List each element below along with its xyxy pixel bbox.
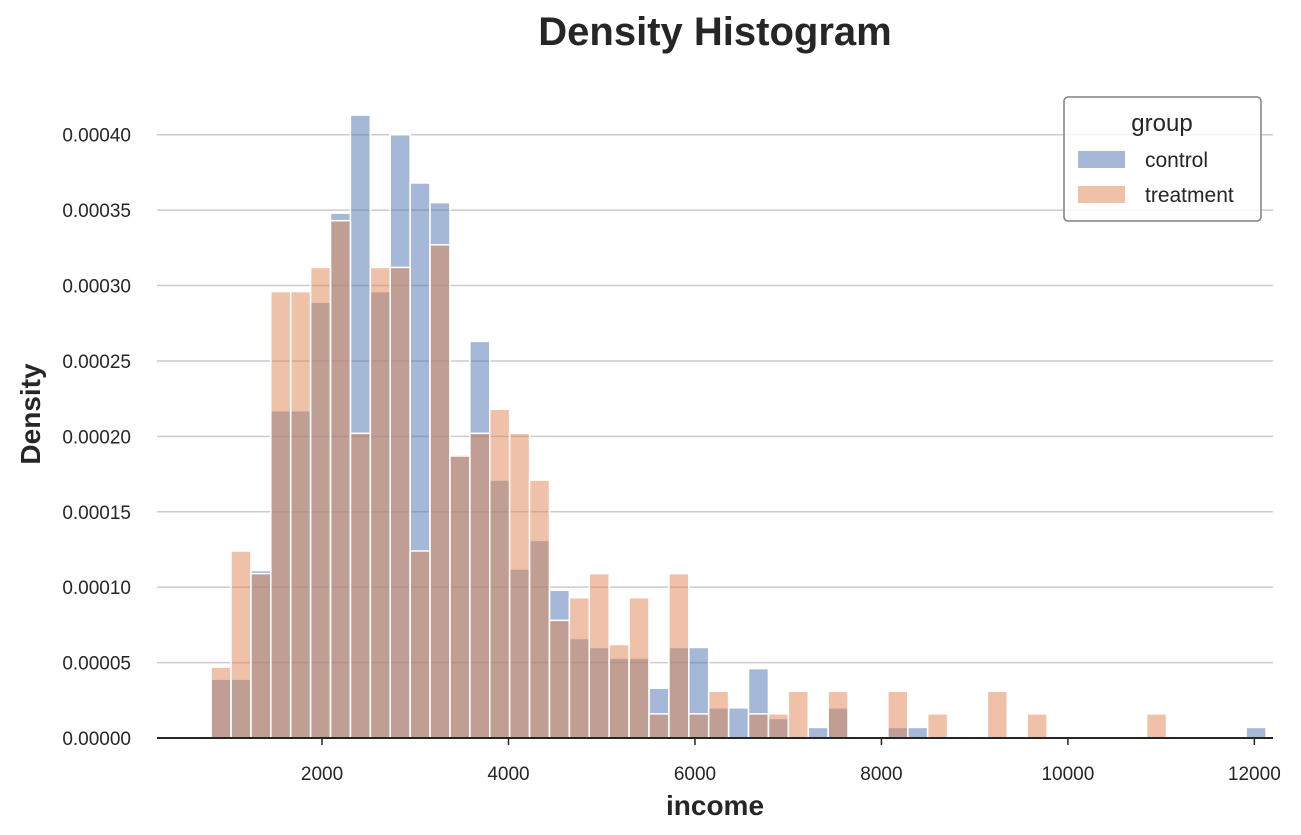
bar-treatment [608,643,630,739]
bar-treatment [270,290,292,739]
bar-treatment [528,479,551,739]
y-tick-label: 0.00040 [62,126,131,147]
bar-treatment [289,290,312,739]
x-tick-label: 8000 [860,764,902,785]
bar-treatment [747,713,770,739]
legend-swatch-treatment [1078,186,1125,203]
y-axis-label: Density [15,363,46,465]
bar-control [727,707,750,739]
bar-treatment [389,266,411,739]
y-tick-label: 0.00000 [62,729,131,750]
bar-control [907,726,929,739]
bar-treatment [548,619,571,739]
bar-treatment [1026,713,1048,739]
bar-treatment [309,266,332,739]
y-tick-label: 0.00030 [62,277,131,298]
bar-treatment [369,266,391,739]
bar-treatment [329,219,352,739]
bar-treatment [568,596,591,739]
bar-treatment [210,666,232,739]
x-tick-label: 4000 [487,764,529,785]
legend-title: group [1131,110,1192,137]
y-tick-label: 0.00005 [62,654,131,675]
x-axis-ticks: 2000 4000 6000 8000 10000 12000 [301,738,1281,785]
bar-treatment [409,550,431,739]
bar-treatment [887,690,909,739]
bar-treatment [588,572,610,739]
bar-treatment [688,713,710,739]
x-axis-label: income [666,790,764,821]
legend-label-treatment: treatment [1145,184,1234,207]
bar-treatment [1145,713,1168,739]
x-tick-label: 12000 [1228,764,1281,785]
bar-treatment [449,455,471,739]
y-tick-label: 0.00020 [62,427,131,448]
bar-treatment [707,690,730,739]
bar-treatment [488,408,511,739]
bar-treatment [787,690,809,739]
bar-treatment [230,550,252,739]
bar-treatment [827,690,849,739]
bar-treatment [668,572,690,739]
y-tick-label: 0.00010 [62,578,131,599]
bar-treatment [469,432,491,739]
legend: group control treatment [1063,96,1262,222]
bar-treatment [250,572,272,739]
bar-control [1245,726,1267,739]
treatment-bars [210,219,1168,739]
bar-control [807,726,829,739]
legend-label-control: control [1145,149,1208,172]
bar-treatment [628,596,650,739]
bar-treatment [349,432,372,739]
y-tick-label: 0.00015 [62,503,131,524]
legend-swatch-control [1078,151,1125,168]
x-tick-label: 6000 [674,764,716,785]
bar-treatment [926,713,949,739]
bar-treatment [986,690,1009,739]
x-tick-label: 10000 [1041,764,1094,785]
x-tick-label: 2000 [301,764,343,785]
bar-treatment [767,713,790,739]
y-tick-label: 0.00035 [62,201,131,222]
bar-treatment [508,432,531,739]
bar-treatment [648,713,670,739]
y-axis-ticks: 0.00000 0.00005 0.00010 0.00015 0.00020 0.000… [62,126,131,750]
y-tick-label: 0.00025 [62,352,131,373]
chart-title: Density Histogram [538,10,891,54]
bar-treatment [429,244,451,739]
